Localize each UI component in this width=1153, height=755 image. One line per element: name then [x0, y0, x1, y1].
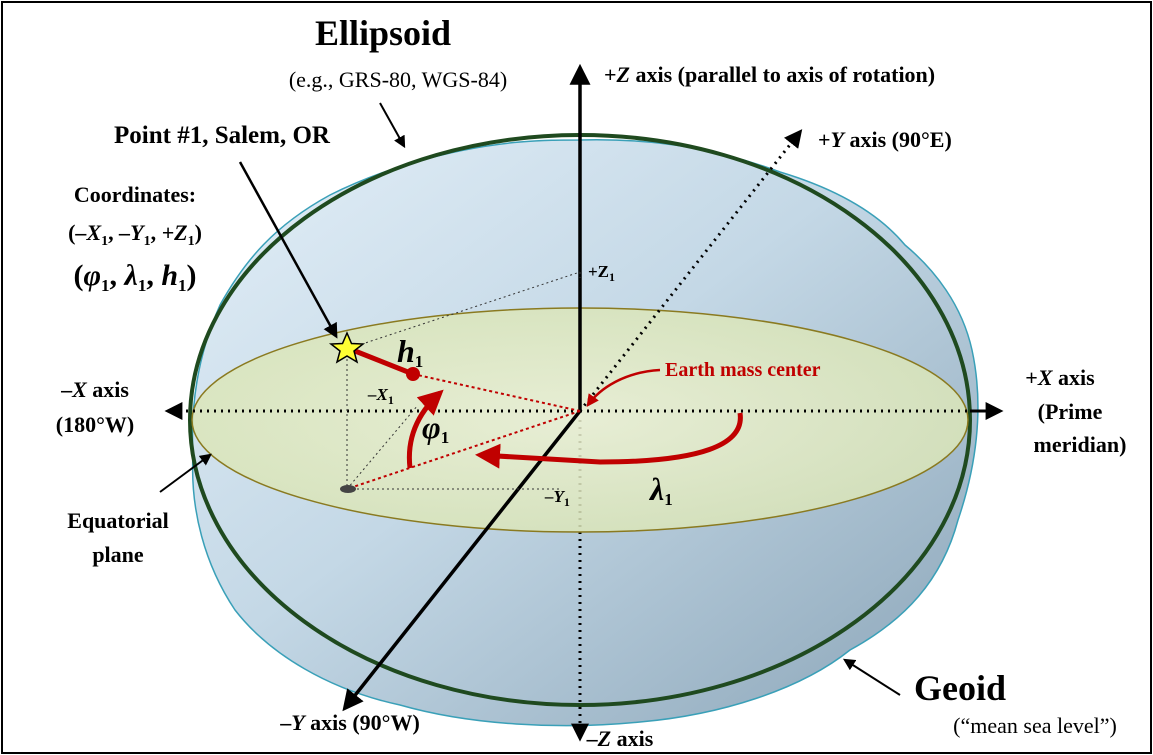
- phi1-label: φ1: [422, 409, 449, 447]
- construction-lines: [346, 271, 581, 490]
- ellipsoid-examples: (e.g., GRS-80, WGS-84): [289, 67, 507, 92]
- pos-x-axis-meridian: meridian): [1034, 432, 1127, 457]
- equatorial-plane-label-2: plane: [92, 542, 144, 567]
- point-title: Point #1, Salem, OR: [114, 122, 331, 149]
- pos-x-axis-prime: (Prime: [1038, 399, 1103, 424]
- salem-point-star: [328, 331, 366, 364]
- point-pointer-arrow: [238, 161, 338, 339]
- ellipsoid-surface-point: [406, 367, 420, 381]
- coords-geo: (φ1, λ1, h1): [73, 259, 196, 295]
- red-construction-lines: [346, 373, 581, 490]
- neg-z-axis-label: –Z axis: [586, 726, 654, 751]
- ellipsoid-title: Ellipsoid: [315, 13, 451, 53]
- lambda1-label: λ1: [648, 471, 673, 509]
- equatorial-pointer-arrow: [159, 453, 212, 493]
- ellipsoid-pointer-arrow: [379, 102, 406, 149]
- h1-label: h1: [397, 333, 423, 371]
- geoid-pointer-arrow: [842, 658, 901, 696]
- lambda-arc: [475, 412, 743, 469]
- earth-mass-center-arrow: [586, 368, 661, 408]
- geoid-title: Geoid: [914, 668, 1006, 708]
- neg-y-axis-label: –Y axis (90°W): [279, 710, 420, 735]
- pos-y-axis-label: +Y axis (90°E): [818, 127, 952, 152]
- neg-y1-label: –Y1: [544, 487, 570, 509]
- projected-point: [340, 485, 356, 493]
- coords-xyz: (–X1, –Y1, +Z1): [68, 220, 202, 249]
- earth-mass-center-label: Earth mass center: [665, 359, 821, 381]
- equatorial-plane-label-1: Equatorial: [67, 508, 168, 533]
- geoid-subtitle: (“mean sea level”): [953, 713, 1117, 738]
- coordinates-label: Coordinates:: [74, 182, 196, 207]
- phi-arc: [406, 389, 444, 469]
- plus-z1-label: +Z1: [588, 262, 615, 284]
- pos-x-axis-label: +X axis: [1025, 365, 1095, 390]
- height-segment: [349, 346, 414, 377]
- neg-x-axis-label: –X axis: [60, 377, 129, 402]
- pos-z-axis-label: +Z axis (parallel to axis of rotation): [604, 62, 935, 87]
- neg-x-axis-degree: (180°W): [56, 412, 134, 437]
- neg-x1-label: –X1: [367, 385, 394, 407]
